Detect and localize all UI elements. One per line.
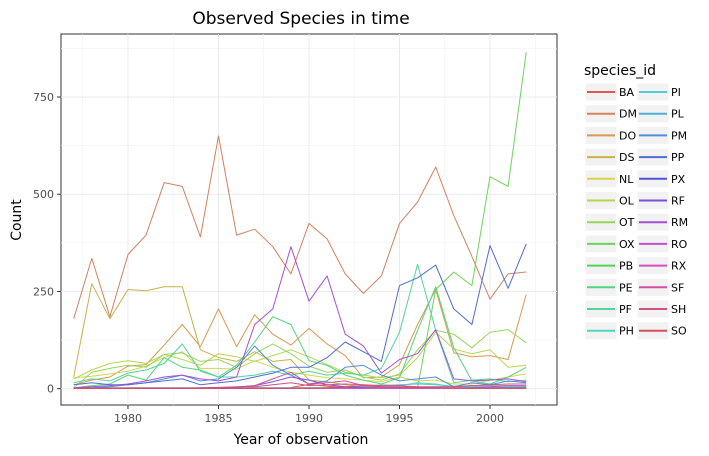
legend-label: PP xyxy=(671,151,685,164)
legend-label: DM xyxy=(619,108,637,121)
y-axis-ticks: 0 250 500 750 xyxy=(33,91,61,396)
series-line-so xyxy=(73,385,527,389)
legend-label: PF xyxy=(619,303,632,316)
series-line-ol xyxy=(73,331,527,380)
legend-label: BA xyxy=(619,86,635,99)
legend-label: PB xyxy=(619,260,633,273)
series-line-dm xyxy=(73,135,527,319)
legend-label: PE xyxy=(619,281,633,294)
x-axis-ticks: 1980 1985 1990 1995 2000 xyxy=(114,405,504,425)
legend-label: PM xyxy=(671,129,687,142)
series-lines xyxy=(73,52,527,389)
legend-label: RX xyxy=(671,260,687,273)
series-line-pe xyxy=(73,286,527,389)
y-tick-label: 250 xyxy=(33,285,54,298)
legend-label: OL xyxy=(619,195,635,208)
legend-label: SF xyxy=(671,281,684,294)
legend-label: PI xyxy=(671,86,681,99)
x-tick-label: 1980 xyxy=(114,412,142,425)
legend-label: PX xyxy=(671,173,686,186)
x-tick-label: 1985 xyxy=(204,412,232,425)
legend-label: OT xyxy=(619,216,635,229)
series-line-ot xyxy=(73,329,527,389)
legend-label: SO xyxy=(671,325,687,338)
plot-panel: 1980 1985 1990 1995 2000 0 250 500 750 xyxy=(33,33,558,425)
legend-title: species_id xyxy=(584,63,656,79)
x-tick-label: 1990 xyxy=(295,412,323,425)
gridlines xyxy=(61,34,557,405)
legend-label: DS xyxy=(619,151,634,164)
legend-label: DO xyxy=(619,129,636,142)
x-tick-label: 2000 xyxy=(476,412,504,425)
legend-label: PL xyxy=(671,108,685,121)
y-axis-title: Count xyxy=(9,199,25,241)
y-tick-label: 750 xyxy=(33,91,54,104)
series-line-pf xyxy=(73,263,527,384)
legend-label: RF xyxy=(671,195,685,208)
legend-label: SH xyxy=(671,303,686,316)
legend-label: RM xyxy=(671,216,688,229)
chart-title: Observed Species in time xyxy=(192,9,409,29)
y-tick-label: 500 xyxy=(33,188,54,201)
x-tick-label: 1995 xyxy=(386,412,414,425)
legend: species_id BA DM DO DS NL OL OT OX PB PE PF PH PI PL P… xyxy=(584,63,688,341)
legend-label: PH xyxy=(619,325,634,338)
x-axis-title: Year of observation xyxy=(233,432,369,448)
y-tick-label: 0 xyxy=(47,383,54,396)
legend-label: RO xyxy=(671,238,688,251)
legend-label: NL xyxy=(619,173,634,186)
series-line-pp xyxy=(73,243,527,386)
legend-label: OX xyxy=(619,238,635,251)
series-line-rm xyxy=(73,246,527,389)
